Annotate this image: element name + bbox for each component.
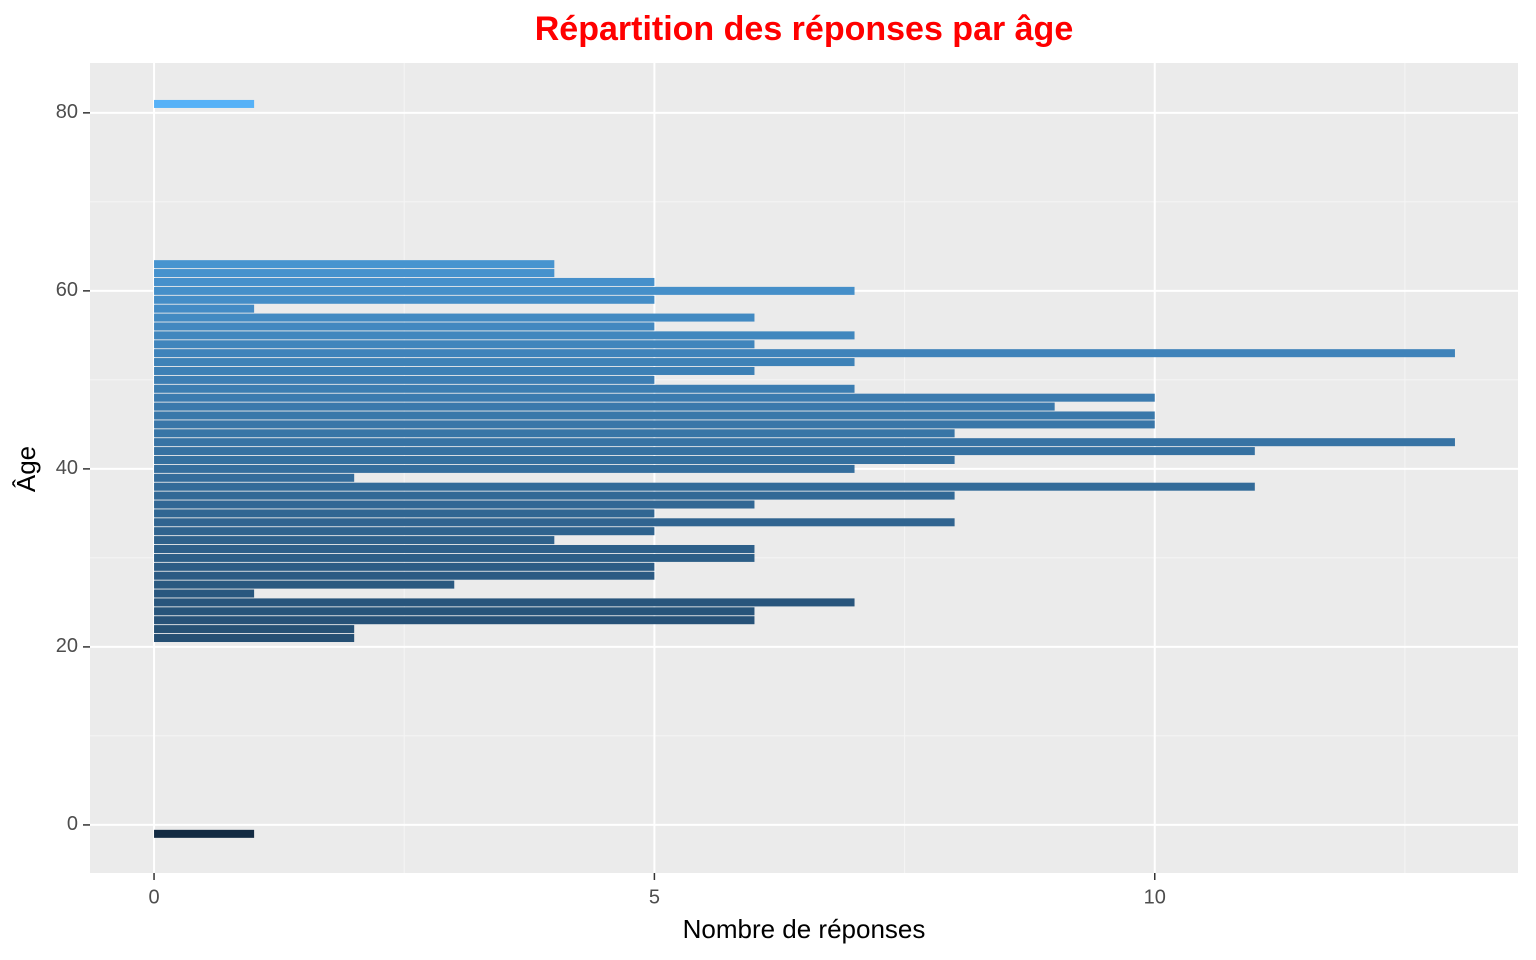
bar [154, 438, 1455, 447]
y-tick-label: 60 [56, 279, 78, 301]
bar [154, 589, 255, 598]
bar [154, 260, 555, 269]
bar [154, 553, 755, 562]
bar [154, 295, 655, 304]
y-tick-label: 80 [56, 101, 78, 123]
x-tick-label: 10 [1144, 886, 1166, 908]
bar [154, 349, 1455, 358]
bar [154, 562, 655, 571]
bar [154, 420, 1155, 429]
bar [154, 634, 355, 643]
y-axis-title: Âge [11, 446, 41, 492]
bar [154, 580, 455, 589]
bar [154, 269, 555, 278]
bar [154, 358, 855, 367]
x-tick-label: 0 [148, 886, 159, 908]
y-tick-label: 20 [56, 635, 78, 657]
bar [154, 625, 355, 634]
bar [154, 464, 855, 473]
chart-title: Répartition des réponses par âge [535, 10, 1074, 48]
bar [154, 607, 755, 616]
bar [154, 331, 855, 340]
bar [154, 527, 655, 536]
bar [154, 411, 1155, 420]
bar [154, 473, 355, 482]
y-tick-label: 40 [56, 457, 78, 479]
bar [154, 313, 755, 322]
bar [154, 277, 655, 286]
bar [154, 322, 655, 331]
bar [154, 509, 655, 518]
bar [154, 829, 255, 838]
y-tick-label: 0 [67, 813, 78, 835]
bar [154, 384, 855, 393]
bar [154, 518, 955, 527]
bar [154, 536, 555, 545]
x-axis-title: Nombre de réponses [683, 914, 926, 944]
bar [154, 304, 255, 313]
bar [154, 375, 655, 384]
bar [154, 598, 855, 607]
bar [154, 571, 655, 580]
bar [154, 616, 755, 625]
bar [154, 482, 1255, 491]
bar [154, 429, 955, 438]
bar [154, 402, 1055, 411]
x-tick-label: 5 [649, 886, 660, 908]
bar [154, 366, 755, 375]
bar [154, 500, 755, 509]
bar [154, 447, 1255, 456]
bar [154, 340, 755, 349]
bar [154, 491, 955, 500]
bar [154, 393, 1155, 402]
bar [154, 286, 855, 295]
bar [154, 99, 255, 108]
bar [154, 544, 755, 554]
bar [154, 455, 955, 464]
